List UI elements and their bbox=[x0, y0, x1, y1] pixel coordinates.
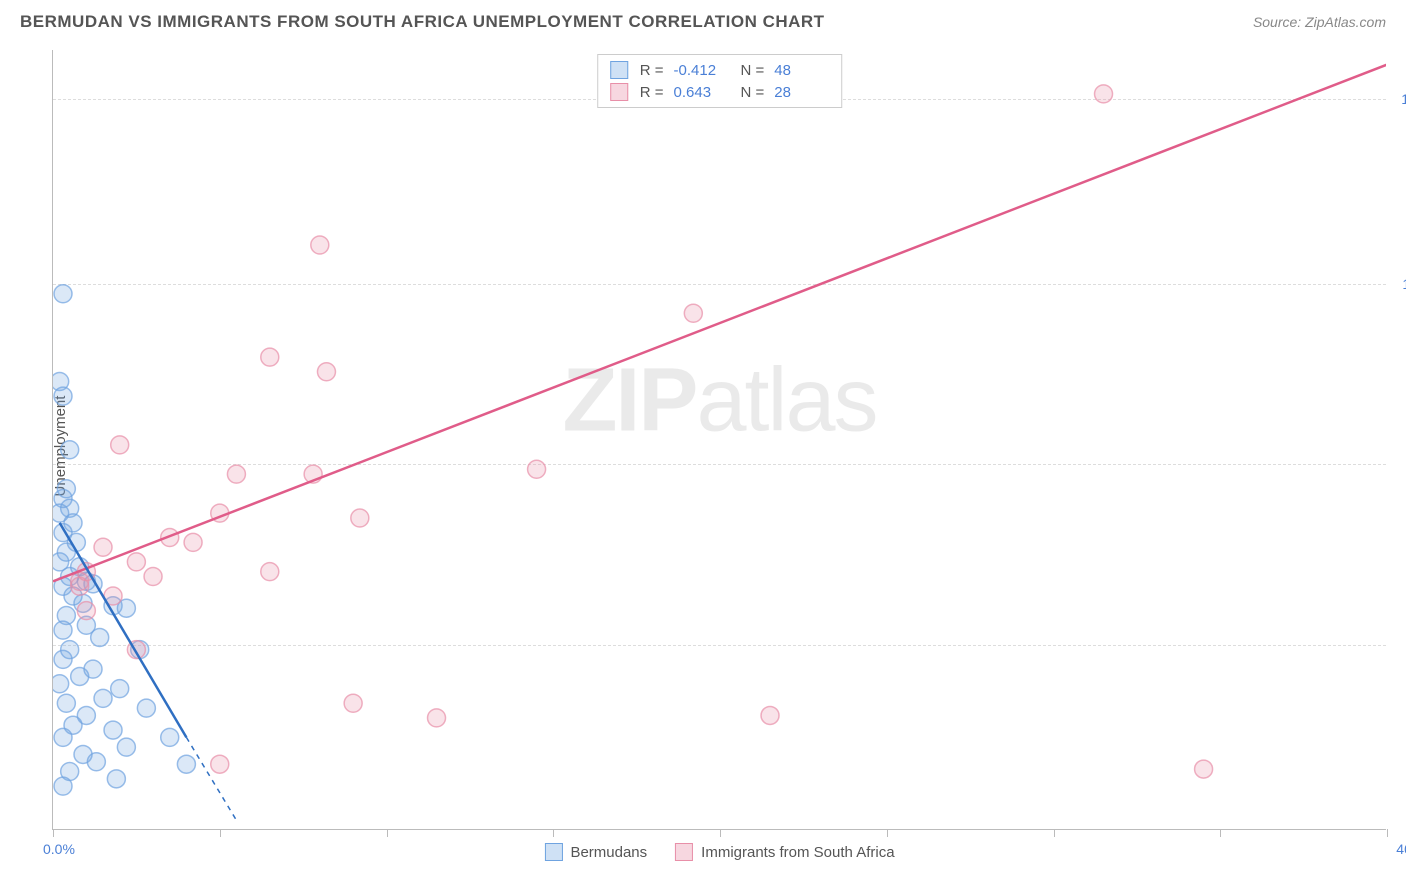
data-point bbox=[107, 770, 125, 788]
data-point bbox=[71, 572, 89, 590]
data-point bbox=[144, 568, 162, 586]
data-point bbox=[528, 460, 546, 478]
x-tick bbox=[387, 829, 388, 837]
r-value-blue: -0.412 bbox=[674, 62, 729, 79]
data-point bbox=[261, 348, 279, 366]
data-point bbox=[111, 436, 129, 454]
data-point bbox=[261, 563, 279, 581]
x-tick bbox=[220, 829, 221, 837]
correlation-stats-legend: R = -0.412 N = 48 R = 0.643 N = 28 bbox=[597, 54, 843, 108]
data-point bbox=[311, 236, 329, 254]
source-attribution: Source: ZipAtlas.com bbox=[1253, 14, 1386, 30]
r-value-pink: 0.643 bbox=[674, 84, 729, 101]
data-point bbox=[87, 753, 105, 771]
source-prefix: Source: bbox=[1253, 14, 1305, 30]
r-label: R = bbox=[640, 62, 664, 79]
data-point bbox=[117, 738, 135, 756]
swatch-blue-icon bbox=[610, 61, 628, 79]
data-point bbox=[184, 533, 202, 551]
data-point bbox=[428, 709, 446, 727]
x-axis-end-label: 40.0% bbox=[1396, 841, 1406, 857]
n-value-pink: 28 bbox=[774, 84, 829, 101]
data-point bbox=[54, 777, 72, 795]
x-tick bbox=[1220, 829, 1221, 837]
data-point bbox=[54, 621, 72, 639]
data-point bbox=[57, 694, 75, 712]
data-point bbox=[351, 509, 369, 527]
data-point bbox=[111, 680, 129, 698]
legend-item-pink: Immigrants from South Africa bbox=[675, 843, 894, 861]
r-label: R = bbox=[640, 84, 664, 101]
data-point bbox=[54, 728, 72, 746]
swatch-blue-icon bbox=[544, 843, 562, 861]
legend-label-blue: Bermudans bbox=[570, 844, 647, 861]
series-legend: Bermudans Immigrants from South Africa bbox=[544, 843, 894, 861]
data-point bbox=[104, 721, 122, 739]
x-tick bbox=[553, 829, 554, 837]
data-point bbox=[137, 699, 155, 717]
chart-plot-area: ZIPatlas R = -0.412 N = 48 R = 0.643 N =… bbox=[52, 50, 1386, 830]
data-point bbox=[227, 465, 245, 483]
data-point bbox=[177, 755, 195, 773]
data-point bbox=[54, 650, 72, 668]
data-point bbox=[54, 285, 72, 303]
chart-title: BERMUDAN VS IMMIGRANTS FROM SOUTH AFRICA… bbox=[20, 12, 825, 32]
data-point bbox=[1195, 760, 1213, 778]
x-tick bbox=[53, 829, 54, 837]
data-point bbox=[61, 441, 79, 459]
data-point bbox=[77, 602, 95, 620]
data-point bbox=[53, 675, 69, 693]
trend-line bbox=[53, 65, 1386, 582]
trend-line bbox=[186, 737, 236, 820]
legend-label-pink: Immigrants from South Africa bbox=[701, 844, 894, 861]
data-point bbox=[94, 538, 112, 556]
x-tick bbox=[1054, 829, 1055, 837]
data-point bbox=[91, 628, 109, 646]
x-tick bbox=[887, 829, 888, 837]
swatch-pink-icon bbox=[675, 843, 693, 861]
scatter-svg bbox=[53, 50, 1386, 829]
data-point bbox=[211, 755, 229, 773]
legend-item-blue: Bermudans bbox=[544, 843, 647, 861]
y-tick-label: 15.0% bbox=[1401, 91, 1406, 107]
data-point bbox=[1095, 85, 1113, 103]
stats-row-blue: R = -0.412 N = 48 bbox=[610, 59, 830, 81]
data-point bbox=[127, 553, 145, 571]
source-name: ZipAtlas.com bbox=[1305, 14, 1386, 30]
data-point bbox=[54, 387, 72, 405]
n-label: N = bbox=[741, 84, 765, 101]
swatch-pink-icon bbox=[610, 83, 628, 101]
x-tick bbox=[1387, 829, 1388, 837]
stats-row-pink: R = 0.643 N = 28 bbox=[610, 81, 830, 103]
data-point bbox=[71, 667, 89, 685]
data-point bbox=[317, 363, 335, 381]
data-point bbox=[161, 728, 179, 746]
data-point bbox=[761, 706, 779, 724]
y-tick-label: 11.2% bbox=[1402, 276, 1406, 292]
data-point bbox=[344, 694, 362, 712]
n-value-blue: 48 bbox=[774, 62, 829, 79]
data-point bbox=[684, 304, 702, 322]
x-tick bbox=[720, 829, 721, 837]
x-axis-start-label: 0.0% bbox=[43, 841, 75, 857]
n-label: N = bbox=[741, 62, 765, 79]
data-point bbox=[94, 689, 112, 707]
